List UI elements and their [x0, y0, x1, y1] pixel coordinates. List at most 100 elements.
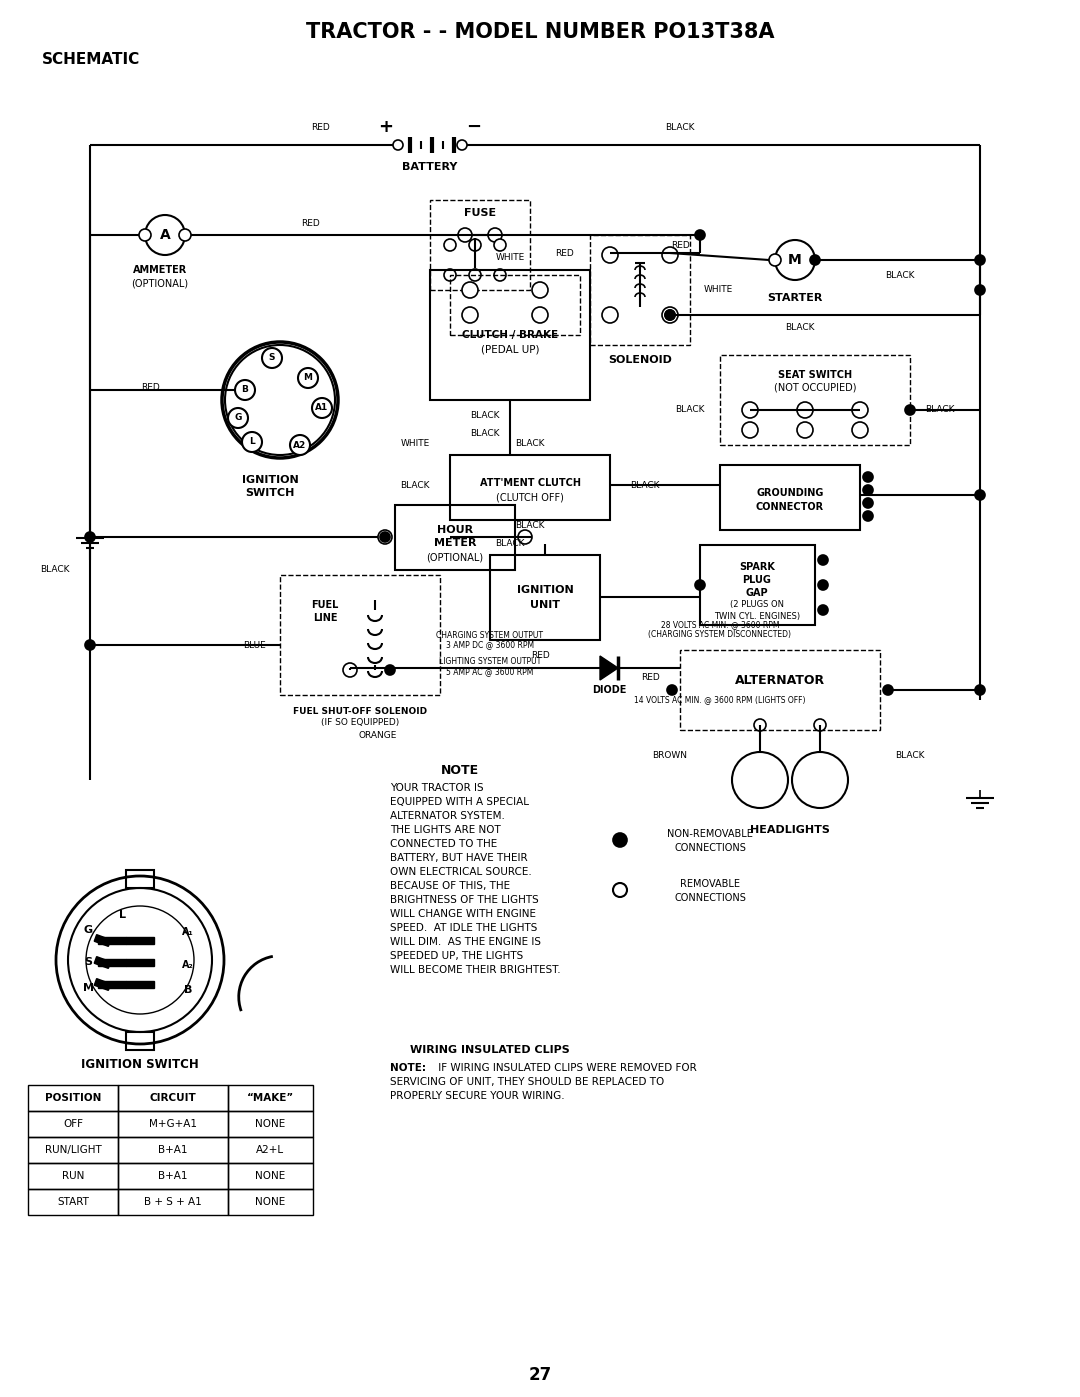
- Circle shape: [742, 422, 758, 439]
- Text: RED: RED: [311, 123, 329, 131]
- Circle shape: [457, 140, 467, 149]
- Circle shape: [662, 247, 678, 263]
- Circle shape: [797, 402, 813, 418]
- Text: GAP: GAP: [745, 588, 768, 598]
- Text: M: M: [82, 983, 94, 993]
- Bar: [430, 270, 590, 400]
- Text: NOTE:: NOTE:: [390, 1063, 426, 1073]
- Circle shape: [742, 402, 758, 418]
- Circle shape: [458, 228, 472, 242]
- Text: WHITE: WHITE: [496, 253, 525, 263]
- Text: BATTERY, BUT HAVE THEIR: BATTERY, BUT HAVE THEIR: [390, 854, 528, 863]
- Text: “MAKE”: “MAKE”: [246, 1092, 294, 1104]
- Text: NONE: NONE: [255, 1171, 285, 1180]
- Text: GROUNDING: GROUNDING: [756, 488, 824, 497]
- Circle shape: [665, 310, 675, 320]
- Text: L: L: [119, 909, 125, 921]
- Circle shape: [863, 485, 873, 495]
- Text: CONNECTED TO THE: CONNECTED TO THE: [390, 840, 497, 849]
- Text: HOUR: HOUR: [437, 525, 473, 535]
- Bar: [98, 958, 126, 965]
- Text: BROWN: BROWN: [652, 750, 688, 760]
- Text: SEAT SWITCH: SEAT SWITCH: [778, 370, 852, 380]
- Text: FUEL SHUT-OFF SOLENOID: FUEL SHUT-OFF SOLENOID: [293, 707, 427, 715]
- Text: LIGHTING SYSTEM OUTPUT: LIGHTING SYSTEM OUTPUT: [438, 658, 541, 666]
- Text: S: S: [84, 957, 92, 967]
- Text: B+A1: B+A1: [159, 1171, 188, 1180]
- Text: SERVICING OF UNIT, THEY SHOULD BE REPLACED TO: SERVICING OF UNIT, THEY SHOULD BE REPLAC…: [390, 1077, 664, 1087]
- Circle shape: [291, 434, 310, 455]
- Text: BRIGHTNESS OF THE LIGHTS: BRIGHTNESS OF THE LIGHTS: [390, 895, 539, 905]
- Text: RED: RED: [555, 249, 575, 257]
- Circle shape: [769, 254, 781, 265]
- Circle shape: [444, 239, 456, 251]
- Circle shape: [797, 422, 813, 439]
- Text: WHITE: WHITE: [703, 285, 732, 295]
- Text: RED: RED: [140, 384, 160, 393]
- Circle shape: [343, 664, 357, 678]
- Circle shape: [863, 497, 873, 509]
- Text: (IF SO EQUIPPED): (IF SO EQUIPPED): [321, 718, 400, 728]
- Circle shape: [613, 883, 627, 897]
- Circle shape: [462, 307, 478, 323]
- Text: AMMETER: AMMETER: [133, 265, 187, 275]
- Text: B: B: [184, 985, 192, 995]
- Circle shape: [145, 215, 185, 256]
- Bar: [126, 958, 154, 965]
- Bar: [228, 1189, 313, 1215]
- Bar: [118, 1162, 228, 1189]
- Circle shape: [378, 529, 392, 543]
- Text: OFF: OFF: [63, 1119, 83, 1129]
- Text: +: +: [378, 117, 393, 136]
- Circle shape: [732, 752, 788, 807]
- Text: STARTER: STARTER: [767, 293, 823, 303]
- Circle shape: [532, 282, 548, 298]
- Polygon shape: [600, 657, 618, 680]
- Text: BLACK: BLACK: [40, 566, 70, 574]
- Bar: [395, 504, 515, 570]
- Text: ALTERNATOR SYSTEM.: ALTERNATOR SYSTEM.: [390, 812, 504, 821]
- Bar: [126, 937, 154, 944]
- Circle shape: [68, 888, 212, 1032]
- Text: FUSE: FUSE: [464, 208, 496, 218]
- Circle shape: [863, 472, 873, 482]
- Circle shape: [613, 833, 627, 847]
- Text: (OPTIONAL): (OPTIONAL): [132, 278, 189, 288]
- Bar: [28, 1162, 118, 1189]
- Text: WILL BECOME THEIR BRIGHTEST.: WILL BECOME THEIR BRIGHTEST.: [390, 965, 561, 975]
- Text: METER: METER: [434, 538, 476, 548]
- Text: IGNITION: IGNITION: [242, 475, 298, 485]
- Text: A₁: A₁: [183, 928, 194, 937]
- Circle shape: [462, 282, 478, 298]
- Circle shape: [488, 228, 502, 242]
- Circle shape: [56, 876, 224, 1044]
- Text: NON-REMOVABLE: NON-REMOVABLE: [667, 828, 753, 840]
- Circle shape: [814, 719, 826, 731]
- Text: IGNITION: IGNITION: [516, 585, 573, 595]
- Text: WHITE: WHITE: [401, 439, 430, 447]
- Bar: [450, 455, 610, 520]
- Text: BATTERY: BATTERY: [403, 162, 458, 172]
- Bar: [228, 1085, 313, 1111]
- Bar: [28, 1085, 118, 1111]
- Text: LINE: LINE: [313, 613, 337, 623]
- Bar: [700, 545, 815, 624]
- Circle shape: [810, 256, 820, 265]
- Text: BLACK: BLACK: [665, 123, 694, 131]
- Text: BLACK: BLACK: [515, 439, 544, 447]
- Text: A2+L: A2+L: [256, 1146, 284, 1155]
- Text: BLACK: BLACK: [515, 521, 544, 529]
- Text: CONNECTOR: CONNECTOR: [756, 502, 824, 511]
- Circle shape: [242, 432, 262, 453]
- Text: TRACTOR - - MODEL NUMBER PO13T38A: TRACTOR - - MODEL NUMBER PO13T38A: [306, 22, 774, 42]
- Bar: [126, 981, 154, 988]
- Circle shape: [469, 239, 481, 251]
- Circle shape: [696, 580, 705, 590]
- Circle shape: [852, 422, 868, 439]
- Circle shape: [139, 229, 151, 242]
- Circle shape: [905, 405, 915, 415]
- Text: (CHARGING SYSTEM DISCONNECTED): (CHARGING SYSTEM DISCONNECTED): [648, 630, 792, 640]
- Bar: [490, 555, 600, 640]
- Text: REMOVABLE: REMOVABLE: [680, 879, 740, 888]
- Text: RUN: RUN: [62, 1171, 84, 1180]
